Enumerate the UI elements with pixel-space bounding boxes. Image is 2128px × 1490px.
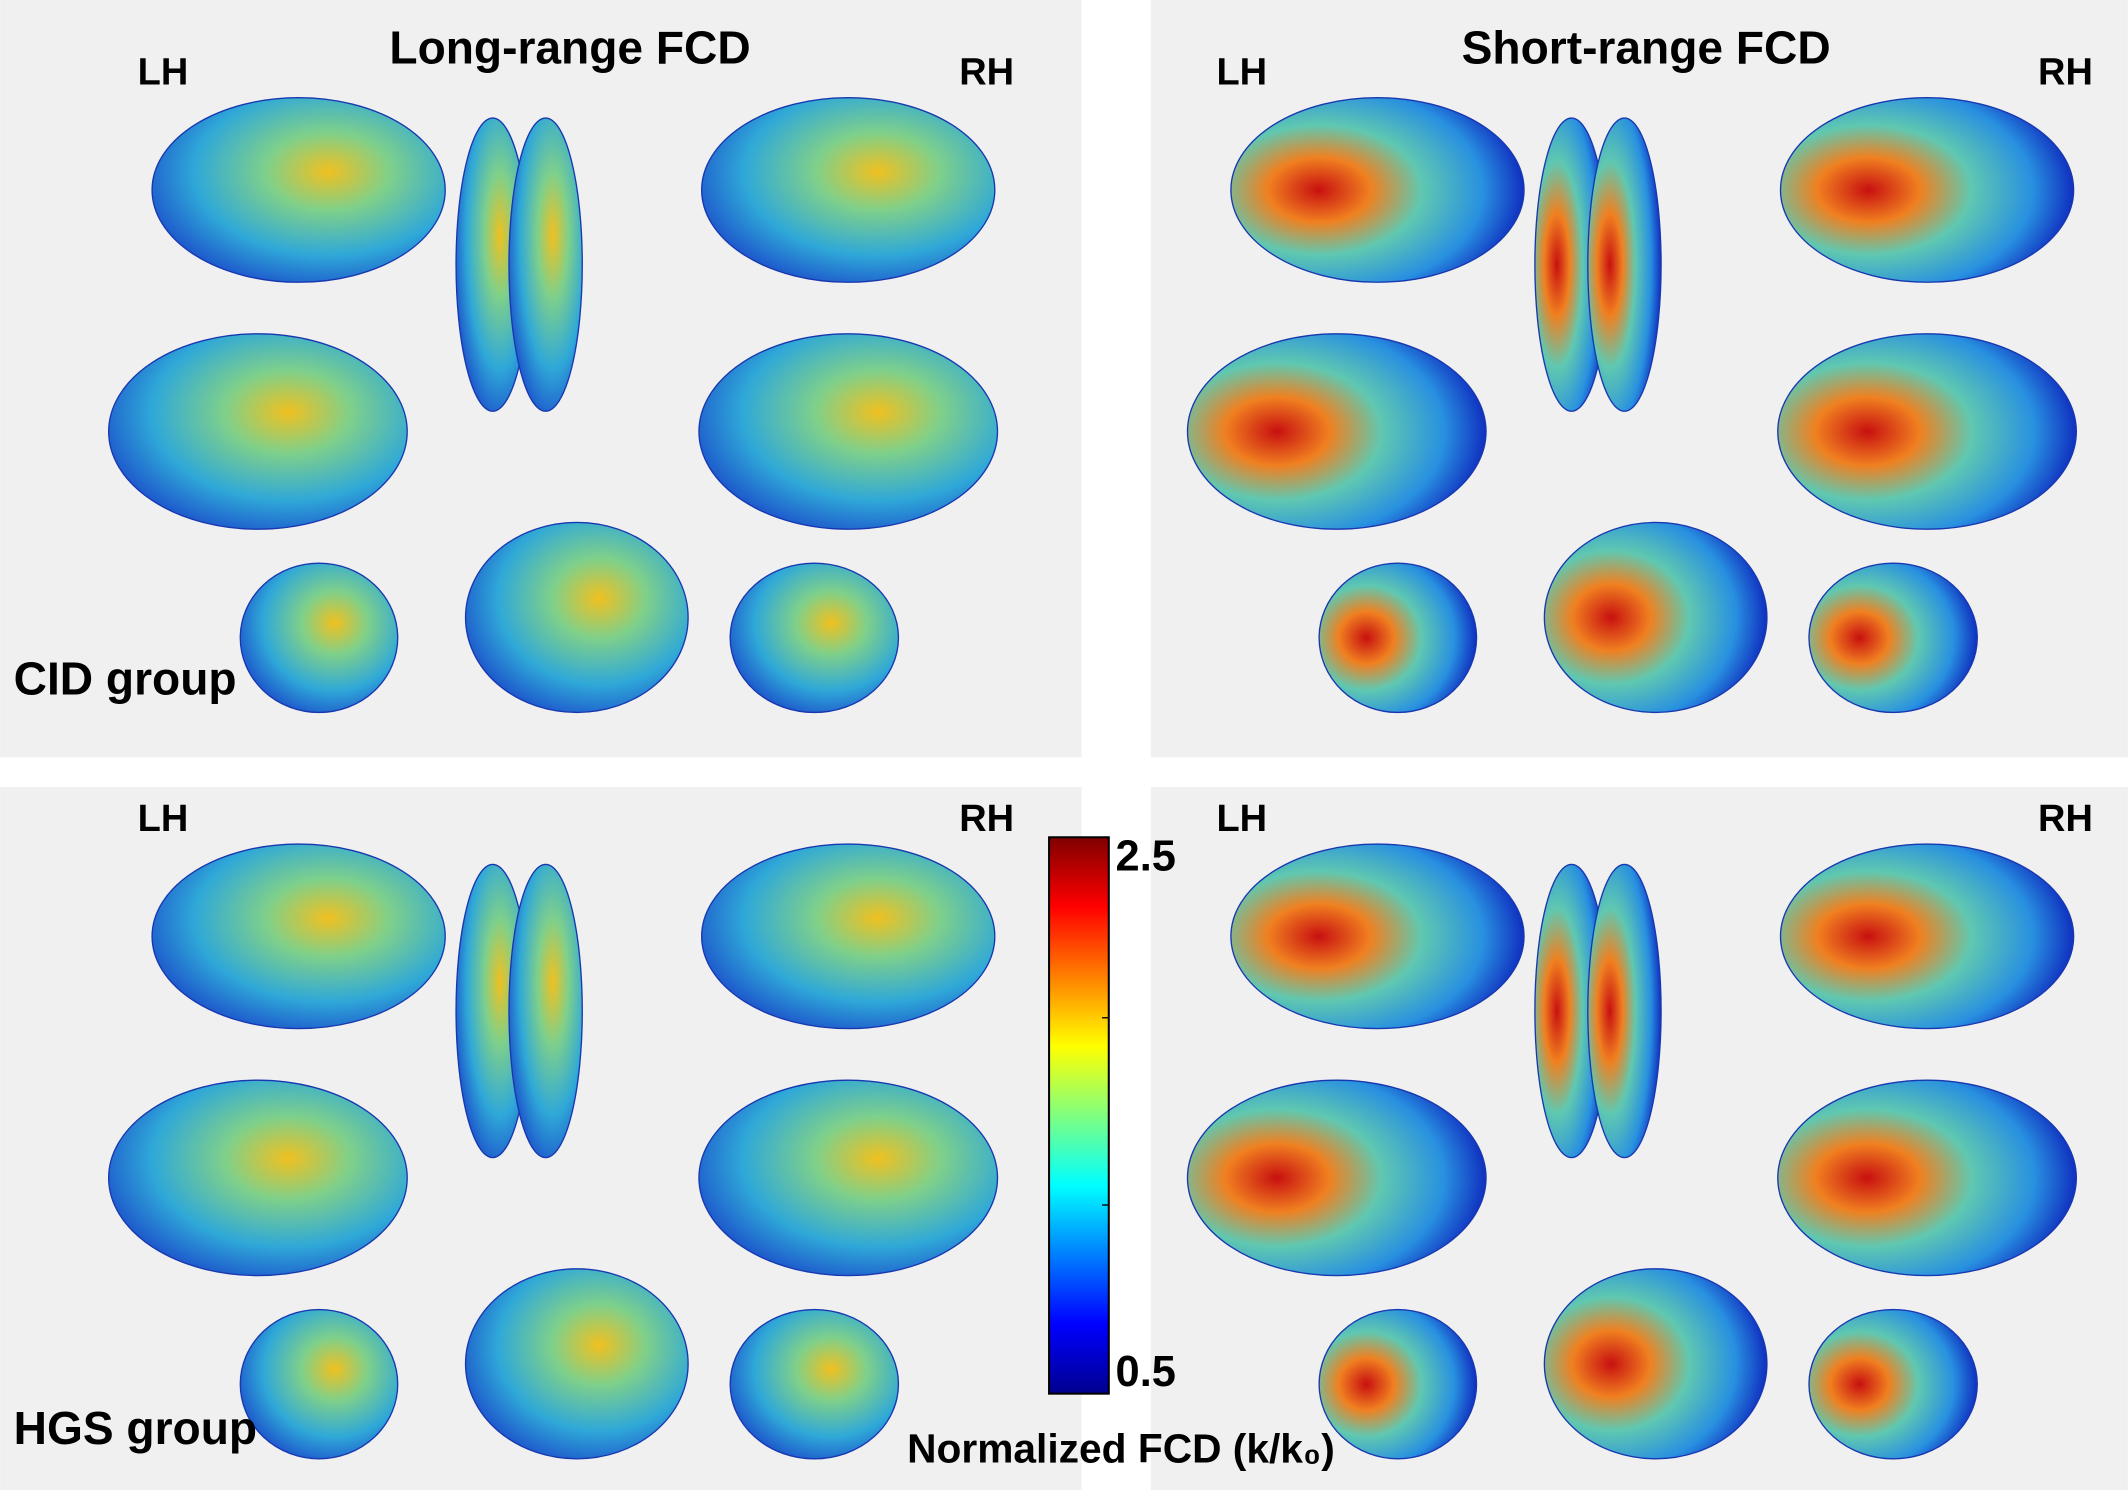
brain-surface <box>1777 1079 2078 1277</box>
hemisphere-label: RH <box>959 798 1014 840</box>
brain-surface <box>151 97 446 283</box>
brain-surface <box>1587 863 1662 1159</box>
brain-surface <box>107 333 408 530</box>
group-label: HGS group <box>14 1402 257 1454</box>
brain-surface <box>729 562 900 714</box>
brain-surface <box>1587 117 1662 412</box>
hemisphere-label: LH <box>138 798 189 840</box>
brain-surface <box>729 1308 900 1460</box>
colorbar-label: Normalized FCD (k/k₀) <box>907 1426 1335 1472</box>
brain-surface <box>508 117 583 412</box>
brain-surface <box>698 1079 999 1277</box>
hemisphere-label: LH <box>1216 798 1267 840</box>
group-label: CID group <box>14 653 237 705</box>
brain-surface <box>1186 1079 1487 1277</box>
brain-surface <box>107 1079 408 1277</box>
brain-surface <box>1779 97 2075 283</box>
hemisphere-label: LH <box>1216 52 1267 94</box>
hemisphere-label: LH <box>138 52 189 94</box>
brain-surface <box>1186 333 1487 530</box>
brain-surface <box>151 843 446 1030</box>
brain-surface <box>1808 1308 1978 1460</box>
brain-surface <box>1543 521 1768 714</box>
brain-surface <box>698 333 999 530</box>
brain-surface <box>508 863 583 1159</box>
colorbar <box>1048 836 1110 1395</box>
panel-title: Long-range FCD <box>389 22 750 74</box>
colorbar-tick-label: 2.5 <box>1116 832 1176 880</box>
brain-surface <box>1779 843 2075 1030</box>
brain-surface <box>1230 843 1525 1030</box>
brain-surface <box>1318 1308 1478 1460</box>
hemisphere-label: RH <box>2038 798 2093 840</box>
brain-surface <box>700 843 996 1030</box>
brain-surface <box>464 1268 689 1460</box>
panel-title: Short-range FCD <box>1462 22 1831 74</box>
colorbar-tick-label: 0.5 <box>1116 1348 1176 1396</box>
hemisphere-label: RH <box>959 52 1014 94</box>
hemisphere-label: RH <box>2038 52 2093 94</box>
brain-surface <box>1777 333 2078 530</box>
brain-surface <box>1543 1268 1768 1460</box>
brain-surface <box>1230 97 1525 283</box>
brain-surface <box>239 1308 399 1460</box>
brain-surface <box>239 562 399 714</box>
brain-surface <box>700 97 996 283</box>
brain-surface <box>464 521 689 714</box>
brain-surface <box>1808 562 1978 714</box>
brain-surface <box>1318 562 1478 714</box>
